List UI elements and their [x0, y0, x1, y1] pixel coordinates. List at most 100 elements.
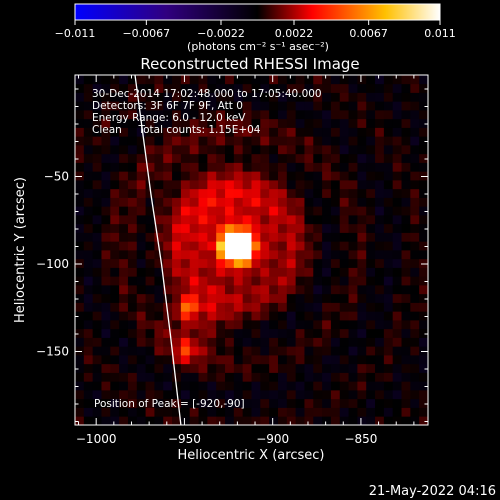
heatmap-cell: [127, 416, 138, 425]
heatmap-cell: [101, 285, 111, 295]
heatmap-cell: [145, 145, 155, 155]
heatmap-cell: [207, 206, 217, 216]
heatmap-cell: [163, 363, 173, 373]
heatmap-cell: [313, 197, 323, 207]
heatmap-cell: [357, 293, 367, 303]
heatmap-cell: [330, 188, 341, 198]
heatmap-cell: [401, 223, 411, 233]
heatmap-cell: [75, 398, 85, 408]
heatmap-cell: [145, 197, 155, 207]
heatmap-cell: [83, 118, 94, 128]
heatmap-cell: [392, 398, 402, 408]
heatmap-cell: [286, 83, 297, 93]
heatmap-cell: [383, 127, 394, 137]
heatmap-cell: [366, 346, 376, 356]
heatmap-cell: [180, 215, 191, 225]
heatmap-cell: [242, 320, 252, 330]
heatmap-cell: [110, 215, 120, 225]
heatmap-cell: [198, 276, 208, 286]
heatmap-cell: [198, 197, 208, 207]
heatmap-cell: [180, 101, 191, 111]
heatmap-cell: [233, 363, 244, 373]
heatmap-cell: [163, 162, 173, 172]
heatmap-cell: [242, 416, 252, 425]
heatmap-cell: [198, 267, 208, 277]
heatmap-cell: [225, 206, 235, 216]
heatmap-cell: [348, 355, 358, 365]
heatmap-cell: [207, 363, 217, 373]
heatmap-cell: [145, 92, 155, 102]
heatmap-cell: [410, 381, 420, 391]
heatmap-cell: [375, 302, 385, 312]
heatmap-cell: [127, 328, 138, 338]
heatmap-cell: [348, 381, 358, 391]
heatmap-cell: [322, 215, 332, 225]
heatmap-cell: [392, 346, 402, 356]
heatmap-cell: [145, 320, 155, 330]
heatmap-cell: [251, 276, 261, 286]
heatmap-cell: [225, 215, 235, 225]
heatmap-cell: [101, 118, 111, 128]
heatmap-cell: [207, 180, 217, 190]
heatmap-cell: [410, 407, 420, 417]
heatmap-cell: [419, 250, 428, 260]
heatmap-cell: [145, 206, 155, 216]
heatmap-cell: [383, 320, 394, 330]
heatmap-cell: [304, 215, 314, 225]
heatmap-cell: [419, 153, 428, 163]
heatmap-cell: [269, 328, 279, 338]
heatmap-cell: [269, 372, 279, 382]
heatmap-cell: [172, 92, 182, 102]
heatmap-cell: [286, 293, 297, 303]
heatmap-cell: [127, 320, 138, 330]
heatmap-cell: [198, 328, 208, 338]
heatmap-cell: [286, 101, 297, 111]
heatmap-cell: [216, 215, 226, 225]
heatmap-cell: [286, 75, 297, 85]
heatmap-cell: [198, 346, 208, 356]
heatmap-cell: [375, 293, 385, 303]
heatmap-cell: [313, 83, 323, 93]
heatmap-cell: [410, 328, 420, 338]
heatmap-cell: [180, 171, 191, 181]
heatmap-cell: [251, 92, 261, 102]
heatmap-cell: [216, 285, 226, 295]
heatmap-cell: [172, 311, 182, 321]
heatmap-cell: [172, 110, 182, 120]
heatmap-cell: [154, 328, 164, 338]
heatmap-cell: [216, 197, 226, 207]
heatmap-cell: [322, 110, 332, 120]
heatmap-cell: [313, 398, 323, 408]
heatmap-cell: [242, 232, 252, 242]
heatmap-cell: [145, 302, 155, 312]
heatmap-cell: [172, 407, 182, 417]
heatmap-cell: [339, 110, 349, 120]
heatmap-cell: [286, 250, 297, 260]
heatmap-cell: [154, 145, 164, 155]
heatmap-cell: [269, 390, 279, 400]
heatmap-cell: [101, 162, 111, 172]
heatmap-cell: [419, 127, 428, 137]
heatmap-cell: [136, 75, 147, 85]
heatmap-cell: [225, 162, 235, 172]
heatmap-cell: [269, 407, 279, 417]
heatmap-cell: [101, 355, 111, 365]
heatmap-cell: [127, 75, 138, 85]
heatmap-cell: [339, 92, 349, 102]
heatmap-cell: [110, 276, 120, 286]
heatmap-cell: [172, 206, 182, 216]
heatmap-cell: [83, 276, 94, 286]
heatmap-cell: [339, 118, 349, 128]
heatmap-cell: [127, 258, 138, 268]
heatmap-cell: [401, 215, 411, 225]
heatmap-cell: [260, 136, 270, 146]
heatmap-cell: [242, 328, 252, 338]
heatmap-cell: [410, 101, 420, 111]
heatmap-cell: [401, 355, 411, 365]
heatmap-cell: [322, 197, 332, 207]
heatmap-cell: [145, 267, 155, 277]
heatmap-cell: [180, 311, 191, 321]
heatmap-cell: [357, 416, 367, 425]
heatmap-cell: [242, 346, 252, 356]
heatmap-cell: [383, 206, 394, 216]
